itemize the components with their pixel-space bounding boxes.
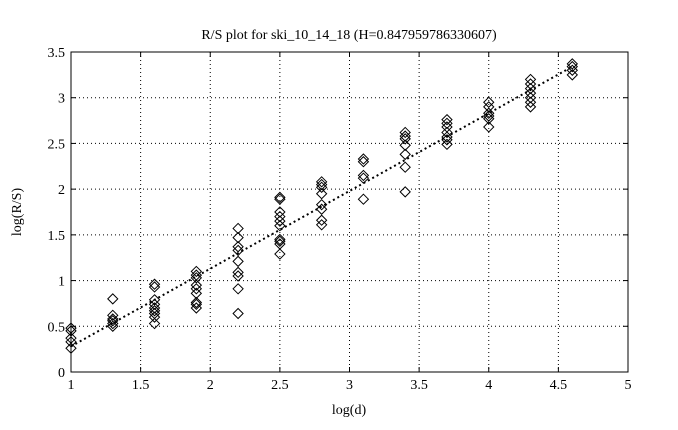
y-tick-label: 3 xyxy=(58,92,65,107)
data-point-diamond xyxy=(190,298,203,311)
data-point-diamond xyxy=(483,101,495,113)
data-point-diamond xyxy=(107,293,119,305)
data-point-diamond xyxy=(357,169,370,182)
data-point-diamond xyxy=(232,255,244,268)
x-tick-label: 5 xyxy=(625,378,632,393)
data-point-diamond xyxy=(148,278,161,290)
x-tick-label: 1 xyxy=(68,378,75,393)
x-tick-label: 2.5 xyxy=(271,378,289,393)
data-point-diamond xyxy=(274,235,286,247)
data-point-diamond xyxy=(232,241,244,253)
data-point-diamond xyxy=(274,191,286,204)
data-point-diamond xyxy=(524,101,537,113)
data-point-diamond xyxy=(315,198,328,211)
data-point-diamond xyxy=(148,305,161,317)
data-point-diamond xyxy=(232,283,244,295)
y-tick-label: 1 xyxy=(58,275,65,290)
data-point-diamond xyxy=(441,131,453,143)
data-point-diamond xyxy=(315,176,328,188)
data-point-diamond xyxy=(566,69,579,81)
data-points xyxy=(65,58,579,354)
x-tick-label: 4.5 xyxy=(550,378,568,393)
y-tick-label: 0.5 xyxy=(48,320,66,335)
data-point-diamond xyxy=(274,215,286,227)
data-point-diamond xyxy=(274,220,286,232)
data-point-diamond xyxy=(399,126,411,139)
data-point-diamond xyxy=(232,270,244,282)
data-point-diamond xyxy=(566,58,579,70)
data-point-diamond xyxy=(524,82,537,95)
data-point-diamond xyxy=(274,248,286,260)
data-point-diamond xyxy=(232,266,244,279)
data-point-diamond xyxy=(357,153,370,165)
x-tick-label: 3.5 xyxy=(410,378,428,393)
data-point-diamond xyxy=(190,279,203,291)
y-tick-label: 2.5 xyxy=(48,137,66,152)
fit-line xyxy=(70,65,573,348)
data-point-diamond xyxy=(232,307,244,320)
data-point-diamond xyxy=(65,322,77,334)
data-point-diamond xyxy=(524,92,537,104)
chart-title: R/S plot for ski_10_14_18 (H=0.847959786… xyxy=(201,28,497,43)
data-point-diamond xyxy=(399,133,411,145)
y-tick-label: 2 xyxy=(58,183,65,198)
data-point-diamond xyxy=(274,233,286,246)
data-point-diamond xyxy=(315,188,328,200)
y-tick-label: 1.5 xyxy=(48,229,66,244)
data-point-diamond xyxy=(190,296,203,309)
x-tick-label: 1.5 xyxy=(132,378,150,393)
data-point-diamond xyxy=(441,113,453,126)
data-point-diamond xyxy=(190,269,203,281)
x-tick-label: 4 xyxy=(485,378,492,393)
data-point-diamond xyxy=(274,193,286,205)
data-point-diamond xyxy=(357,156,370,168)
data-point-diamond xyxy=(190,265,203,278)
data-point-diamond xyxy=(65,342,77,354)
data-point-diamond xyxy=(148,281,161,293)
data-point-diamond xyxy=(399,148,411,161)
data-point-diamond xyxy=(357,193,370,205)
data-point-diamond xyxy=(315,203,328,215)
data-point-diamond xyxy=(274,206,286,218)
data-point-diamond xyxy=(65,332,77,344)
data-point-diamond xyxy=(148,294,161,306)
x-tick-label: 2 xyxy=(207,378,214,393)
data-point-diamond xyxy=(524,87,537,99)
data-point-diamond xyxy=(524,96,537,108)
data-point-diamond xyxy=(232,222,244,235)
data-point-diamond xyxy=(148,317,161,330)
y-tick-label: 3.5 xyxy=(48,46,66,61)
x-tick-label: 3 xyxy=(346,378,353,393)
data-point-diamond xyxy=(399,186,411,198)
data-point-diamond xyxy=(232,231,244,244)
grid-lines xyxy=(71,52,628,372)
x-axis-label: log(d) xyxy=(332,403,367,418)
data-point-diamond xyxy=(107,315,119,327)
data-point-diamond xyxy=(399,139,411,151)
data-point-diamond xyxy=(315,219,328,231)
data-point-diamond xyxy=(190,272,203,284)
data-point-diamond xyxy=(524,73,537,86)
data-point-diamond xyxy=(483,107,495,119)
data-point-diamond xyxy=(441,138,453,151)
data-point-diamond xyxy=(483,96,495,108)
data-point-diamond xyxy=(399,161,411,173)
data-point-diamond xyxy=(483,121,495,133)
data-point-diamond xyxy=(315,214,328,226)
data-point-diamond xyxy=(107,309,119,322)
y-tick-label: 0 xyxy=(58,366,65,381)
axis-ticks: 1 1.5 2 2.5 3 3.5 4 4.5 5 0 0.5 1 1.5 2 2.5 3 3.5 xyxy=(48,46,632,393)
data-point-diamond xyxy=(274,210,286,223)
y-axis-label: log(R/S) xyxy=(10,188,25,237)
data-point-diamond xyxy=(357,172,370,184)
data-point-diamond xyxy=(190,287,203,300)
